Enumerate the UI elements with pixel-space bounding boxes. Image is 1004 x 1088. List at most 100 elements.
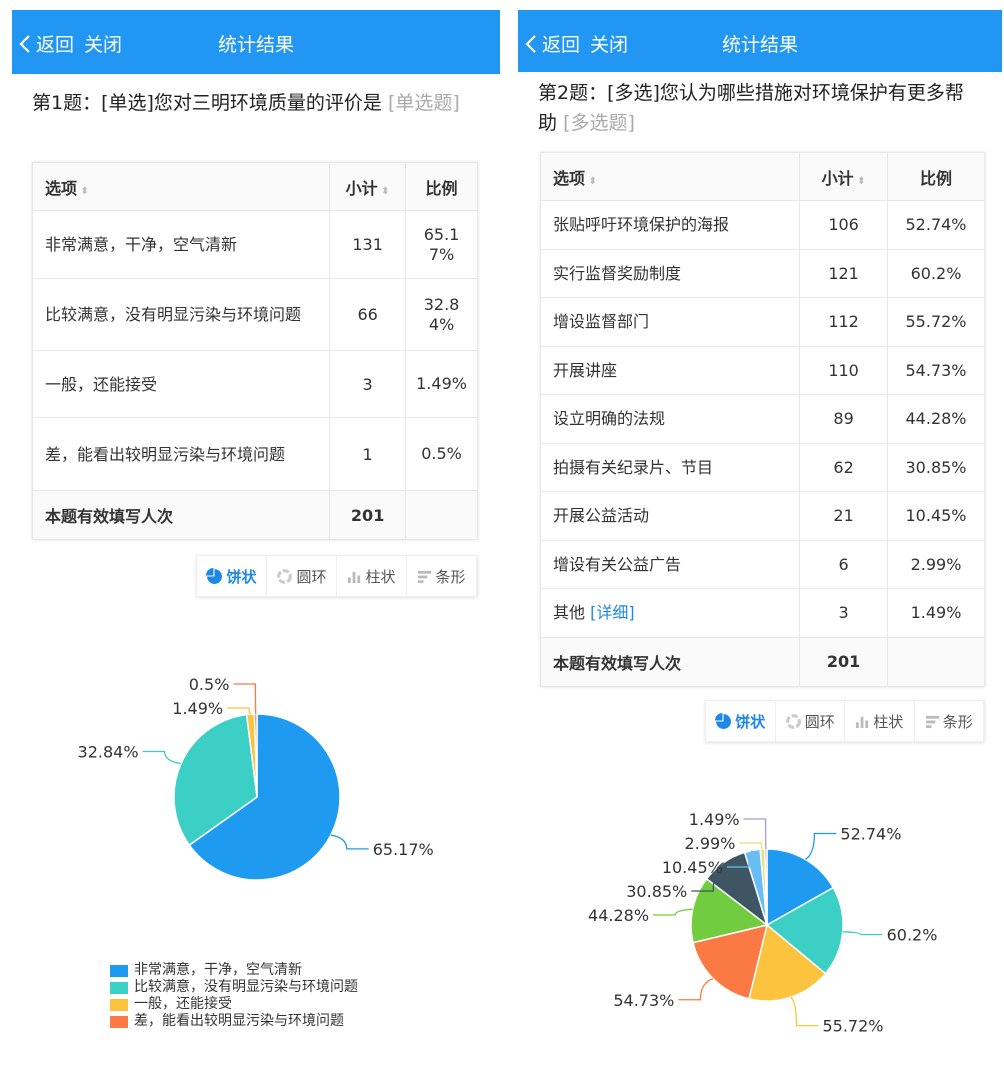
- cell-text: 6: [838, 554, 849, 574]
- close-button[interactable]: 关闭: [590, 34, 629, 56]
- legend-label: 一般，还能接受: [134, 996, 232, 1012]
- pie-slice[interactable]: [766, 848, 835, 927]
- cell-text: 增设监督部门: [553, 312, 650, 332]
- horizontal-bar-icon: [925, 714, 940, 729]
- sort-icon[interactable]: ⬍: [585, 175, 597, 187]
- cell-text: 112: [828, 312, 859, 332]
- cell-text: 52.74%: [905, 215, 967, 235]
- results-table: 选项 ⬍ 小计 ⬍ 比例 张贴呼吁环境保护的海报 106 52.74% 实行监督奖励制度 12…: [539, 152, 985, 687]
- pie-chart: 52.74% 60.2% 55.72% 54.73% 44.28% 30.85% 10.45…: [588, 810, 937, 1036]
- survey-panel-q1: 返回 关闭 统计结果 第1题：[单选]您对三明环境质量的评价是 [单选题] 选项…: [12, 10, 500, 1040]
- chart-type-toolbar: 饼状 圆环 柱状 条形: [196, 555, 478, 597]
- table-row: 拍摄有关纪录片、节目 62 30.85%: [539, 442, 985, 492]
- cell-text: 10.45%: [905, 506, 967, 526]
- label-leader-line: [739, 842, 763, 850]
- pie-tab[interactable]: 饼状: [706, 701, 776, 741]
- slice-label: 65.17%: [373, 840, 434, 859]
- legend-item[interactable]: 一般，还能接受: [110, 996, 358, 1013]
- pie-slice[interactable]: [253, 713, 258, 798]
- sort-icon[interactable]: ⬍: [377, 185, 390, 197]
- donut-tab[interactable]: 圆环: [776, 701, 845, 741]
- cell-text: 32.84%: [423, 294, 460, 334]
- slice-label: 2.99%: [685, 834, 736, 853]
- column-tab[interactable]: 柱状: [337, 556, 407, 596]
- percent-cell: 65.17%: [405, 210, 478, 279]
- pie-slice[interactable]: [765, 886, 844, 975]
- label-leader-line: [227, 707, 251, 715]
- close-button[interactable]: 关闭: [84, 34, 123, 56]
- slice-label: 55.72%: [822, 1017, 883, 1036]
- pie-slice[interactable]: [173, 713, 258, 847]
- bar-tab[interactable]: 条形: [915, 701, 984, 741]
- percent-cell: 30.85%: [887, 442, 985, 492]
- pie-slice[interactable]: [692, 923, 769, 1000]
- column-header[interactable]: 小计 ⬍: [329, 162, 407, 211]
- count-cell: 121: [799, 248, 889, 298]
- cell-text: 比较满意，没有明显污染与环境问题: [45, 305, 302, 324]
- tab-label: 柱状: [873, 712, 904, 731]
- column-header[interactable]: 选项 ⬍: [31, 162, 331, 211]
- donut-chart-icon: [785, 713, 802, 730]
- column-tab[interactable]: 柱状: [845, 701, 915, 741]
- percent-cell: 44.28%: [887, 394, 985, 444]
- chart-type-toolbar: 饼状 圆环 柱状 条形: [705, 700, 985, 742]
- cell-text: 增设有关公益广告: [553, 554, 682, 574]
- label-leader-line: [233, 683, 257, 715]
- slice-label: 10.45%: [662, 858, 723, 877]
- legend-item[interactable]: 比较满意，没有明显污染与环境问题: [110, 979, 358, 996]
- cell-text: 设立明确的法规: [553, 409, 666, 429]
- chevron-left-icon: [525, 34, 536, 53]
- column-header[interactable]: 小计 ⬍: [799, 152, 889, 201]
- pie-slice[interactable]: [188, 713, 341, 881]
- count-cell: 66: [329, 278, 407, 351]
- bar-chart-icon: [347, 569, 362, 584]
- slice-label: 32.84%: [78, 743, 139, 762]
- survey-panel-q2: 返回 关闭 统计结果 第2题：[多选]您认为哪些措施对环境保护有更多帮助 [多选…: [518, 10, 1002, 1040]
- column-header[interactable]: 选项 ⬍: [539, 152, 801, 201]
- pie-slice[interactable]: [690, 877, 769, 944]
- cell-text: 其他: [553, 603, 586, 623]
- column-header: 比例: [887, 152, 985, 201]
- option-cell: 一般，还能接受: [31, 350, 331, 418]
- table-row: 一般，还能接受 3 1.49%: [31, 350, 478, 418]
- bar-tab[interactable]: 条形: [407, 556, 477, 596]
- bar-chart-icon: [855, 714, 870, 729]
- tab-label: 圆环: [296, 567, 327, 586]
- legend-item[interactable]: 差，能看出较明显污染与环境问题: [110, 1013, 358, 1030]
- pie-slice[interactable]: [748, 923, 827, 1002]
- option-cell: 差，能看出较明显污染与环境问题: [31, 417, 331, 491]
- back-button[interactable]: 返回 关闭: [18, 30, 122, 57]
- slice-label: 0.5%: [189, 675, 230, 694]
- total-label: 本题有效填写人次: [31, 490, 331, 540]
- pie-tab[interactable]: 饼状: [197, 556, 267, 596]
- cell-text: 62: [833, 457, 854, 477]
- back-button[interactable]: 返回 关闭: [524, 30, 628, 57]
- count-cell: 106: [799, 200, 889, 250]
- donut-tab[interactable]: 圆环: [267, 556, 337, 596]
- percent-cell: 1.49%: [405, 350, 478, 418]
- cell-text: 0.5%: [421, 444, 462, 463]
- cell-text: 60.2%: [910, 263, 962, 283]
- detail-link[interactable]: [详细]: [590, 603, 635, 623]
- pie-chart: 65.17% 32.84% 1.49% 0.5%: [78, 675, 434, 881]
- results-table: 选项 ⬍ 小计 ⬍ 比例 非常满意，干净，空气清新 131 65.17% 比较满意，没有明显…: [31, 162, 478, 540]
- table-header-row: 选项 ⬍ 小计 ⬍ 比例: [31, 162, 478, 211]
- table-row: 开展讲座 110 54.73%: [539, 345, 985, 395]
- tab-label: 饼状: [735, 712, 766, 731]
- sort-icon[interactable]: ⬍: [77, 185, 89, 197]
- label-leader-line: [842, 931, 883, 936]
- cell-text: 一般，还能接受: [45, 374, 158, 394]
- pie-slice[interactable]: [763, 848, 768, 926]
- slice-label: 52.74%: [840, 824, 901, 843]
- legend-item[interactable]: 非常满意，干净，空气清新: [110, 962, 358, 979]
- legend-label: 非常满意，干净，空气清新: [134, 962, 302, 978]
- cell-text: 1.49%: [416, 374, 467, 393]
- sort-icon[interactable]: ⬍: [853, 175, 866, 187]
- column-header-label: 小计: [345, 178, 378, 198]
- cell-text: 21: [833, 506, 854, 526]
- cell-text: 30.85%: [905, 457, 967, 477]
- label-leader-line: [142, 750, 182, 765]
- option-cell: 增设监督部门: [539, 297, 801, 347]
- tab-label: 饼状: [226, 567, 257, 586]
- count-cell: 89: [799, 394, 889, 444]
